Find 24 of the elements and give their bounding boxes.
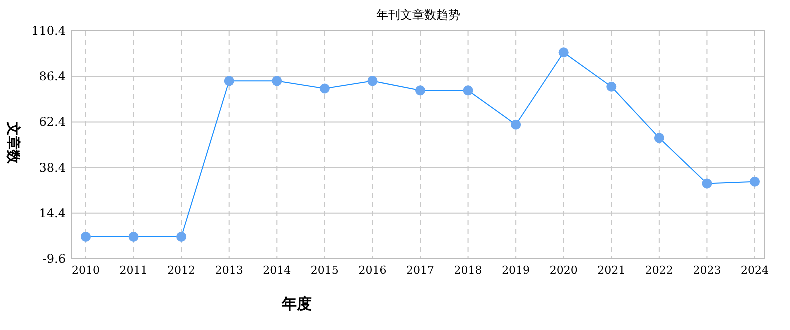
y-axis-title: 文章数 (5, 121, 22, 165)
x-tick-label: 2020 (550, 264, 578, 277)
x-tick-label: 2012 (168, 264, 196, 277)
x-tick-label: 2014 (263, 264, 292, 277)
x-tick-label: 2022 (645, 264, 674, 277)
y-tick-label: 38.4 (39, 160, 66, 175)
x-tick-label: 2018 (454, 264, 482, 277)
x-tick-label: 2015 (310, 264, 339, 277)
x-tick-label: 2011 (120, 264, 148, 277)
y-tick-label: 62.4 (39, 115, 66, 130)
x-tick-label: 2024 (741, 264, 769, 277)
y-tick-label: 86.4 (39, 70, 66, 84)
x-tick-label: 2019 (502, 264, 530, 277)
x-tick-label: 2017 (406, 264, 434, 277)
y-tick-label: 110.4 (32, 24, 66, 38)
x-tick-label: 2010 (72, 264, 100, 277)
x-axis-title: 年度 (281, 295, 312, 313)
x-tick-label: 2023 (693, 264, 722, 277)
y-tick-label: 14.4 (39, 206, 66, 220)
x-tick-label: 2013 (215, 264, 244, 277)
y-tick-label: -9.6 (42, 252, 66, 266)
chart-title: 年刊文章数趋势 (376, 8, 460, 22)
x-tick-label: 2021 (598, 264, 626, 277)
x-tick-label: 2016 (358, 264, 387, 277)
